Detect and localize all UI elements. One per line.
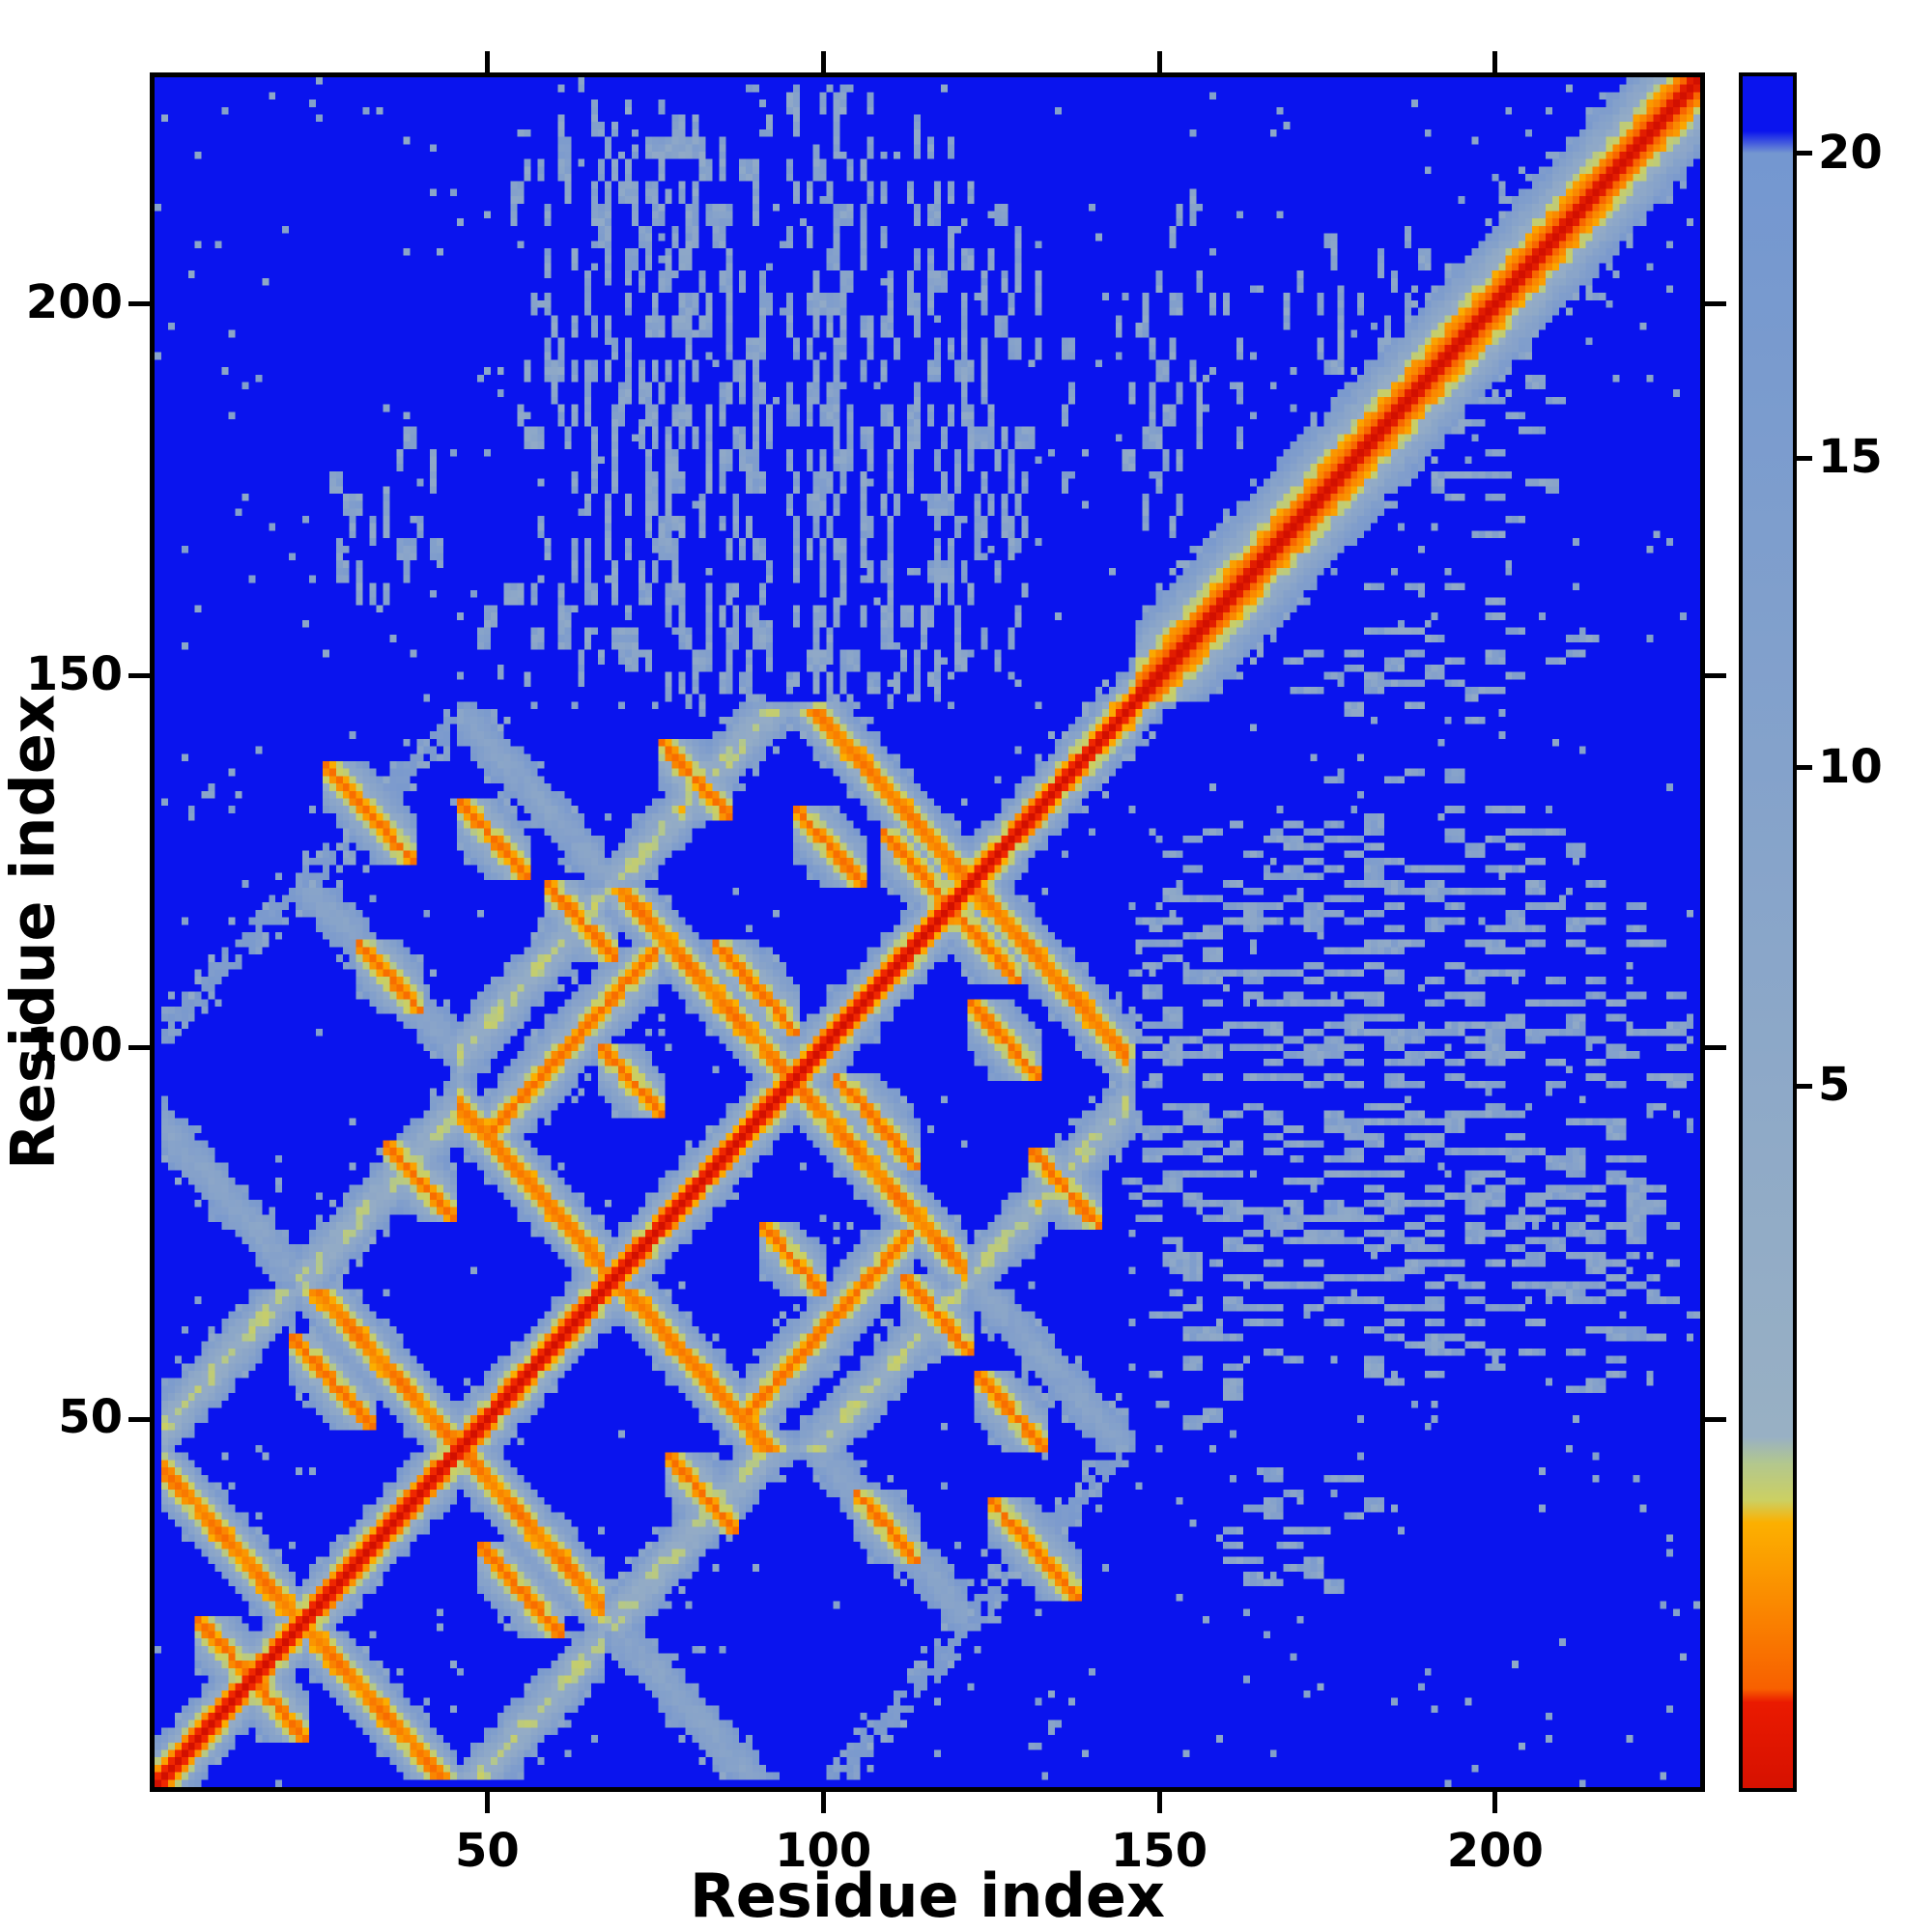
x-tick-label: 200: [1446, 1824, 1544, 1878]
y-axis-label: Residue index: [0, 695, 69, 1170]
x-tick-label: 150: [1110, 1824, 1208, 1878]
x-tick-mark-top: [820, 51, 826, 72]
x-tick-mark: [484, 1792, 490, 1813]
x-tick-label: 50: [454, 1824, 520, 1878]
x-tick-mark-top: [1492, 51, 1498, 72]
y-tick-mark-right: [1705, 1416, 1726, 1422]
y-tick-mark-right: [1705, 301, 1726, 307]
colorbar: [1739, 72, 1797, 1792]
colorbar-tick-label: 20: [1818, 125, 1883, 180]
colorbar-tick-label: 10: [1818, 739, 1883, 794]
colorbar-tick-label: 15: [1818, 430, 1883, 485]
y-tick-mark-right: [1705, 1044, 1726, 1050]
plot-area: [150, 72, 1705, 1792]
x-tick-mark: [1492, 1792, 1498, 1813]
y-tick-mark: [128, 1416, 150, 1422]
colorbar-tick-label: 5: [1818, 1058, 1851, 1113]
x-tick-mark-top: [1156, 51, 1162, 72]
x-tick-mark-top: [484, 51, 490, 72]
colorbar-tick-mark: [1797, 765, 1812, 771]
y-tick-mark: [128, 301, 150, 307]
y-tick-mark: [128, 673, 150, 678]
colorbar-tick-mark: [1797, 455, 1812, 461]
x-tick-label: 100: [775, 1824, 872, 1878]
y-tick-label: 150: [25, 646, 123, 701]
y-tick-label: 50: [58, 1390, 123, 1445]
x-axis-label: Residue index: [690, 1861, 1165, 1931]
colorbar-tick-mark: [1797, 151, 1812, 156]
x-tick-mark: [1156, 1792, 1162, 1813]
y-tick-mark: [128, 1044, 150, 1050]
y-tick-mark-right: [1705, 673, 1726, 678]
x-tick-mark: [820, 1792, 826, 1813]
colorbar-tick-mark: [1797, 1083, 1812, 1089]
heatmap-canvas: [155, 77, 1700, 1787]
y-tick-label: 100: [25, 1018, 123, 1073]
y-tick-label: 200: [25, 274, 123, 329]
